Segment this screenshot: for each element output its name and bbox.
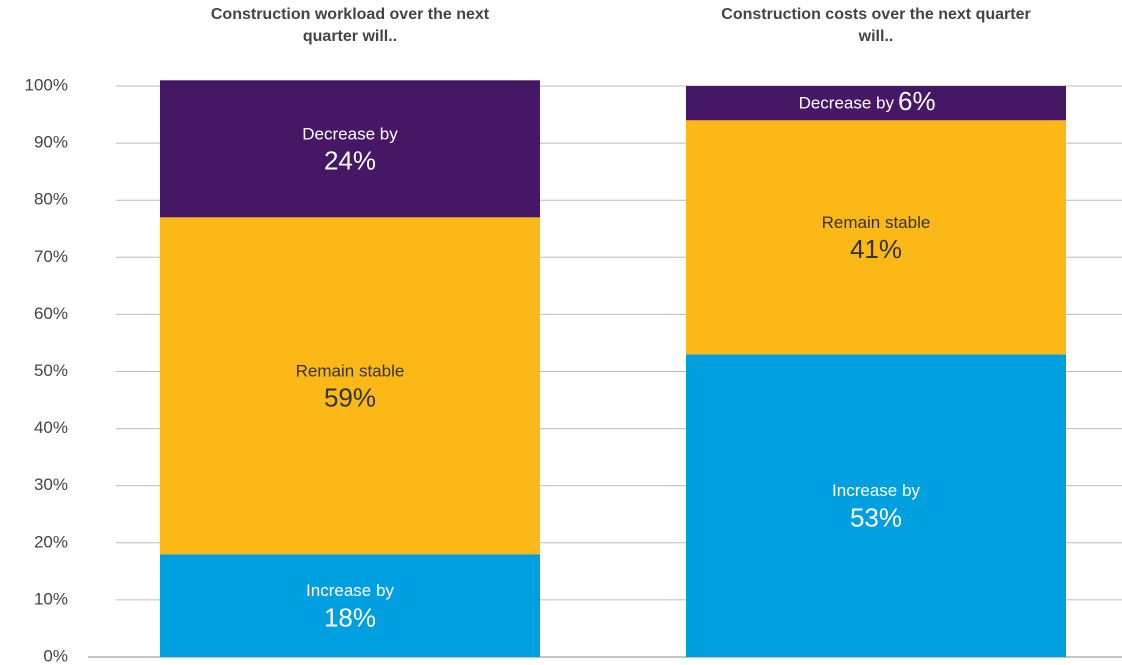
y-tick-label: 90%	[34, 133, 68, 152]
segment-name: Remain stable	[822, 213, 931, 232]
bar-segment	[686, 86, 1066, 121]
data-label: 53%	[850, 503, 902, 533]
category-label: Construction costs over the next quarter…	[721, 6, 1031, 45]
bar-segment	[160, 554, 540, 657]
y-tick-label: 10%	[34, 589, 68, 608]
data-label: 6%	[898, 86, 936, 116]
y-tick-label: 40%	[34, 418, 68, 437]
bar-segment	[160, 217, 540, 555]
segment-name: Decrease by	[302, 124, 398, 143]
data-label: 59%	[324, 383, 376, 413]
category-title: Construction workload over the next quar…	[210, 6, 490, 45]
data-label: 41%	[850, 234, 902, 264]
y-tick-label: 80%	[34, 190, 68, 209]
category-title: Construction costs over the next quarter…	[721, 6, 1031, 45]
y-tick-label: 70%	[34, 247, 68, 266]
y-tick-label: 20%	[34, 532, 68, 551]
bar-segment	[686, 354, 1066, 657]
category-label: Construction workload over the next quar…	[210, 6, 490, 45]
segment-name: Increase by	[832, 481, 920, 500]
bar-segment	[686, 120, 1066, 355]
segment-name: Remain stable	[296, 361, 405, 380]
y-tick-label: 30%	[34, 475, 68, 494]
segment-name: Decrease by	[799, 94, 895, 113]
data-label: 24%	[324, 146, 376, 176]
y-tick-label: 50%	[34, 361, 68, 380]
y-tick-label: 0%	[43, 646, 68, 665]
bar-segment	[160, 80, 540, 218]
y-tick-label: 100%	[25, 75, 68, 94]
data-label: 18%	[324, 602, 376, 632]
segment-name: Increase by	[306, 581, 394, 600]
y-tick-label: 60%	[34, 304, 68, 323]
